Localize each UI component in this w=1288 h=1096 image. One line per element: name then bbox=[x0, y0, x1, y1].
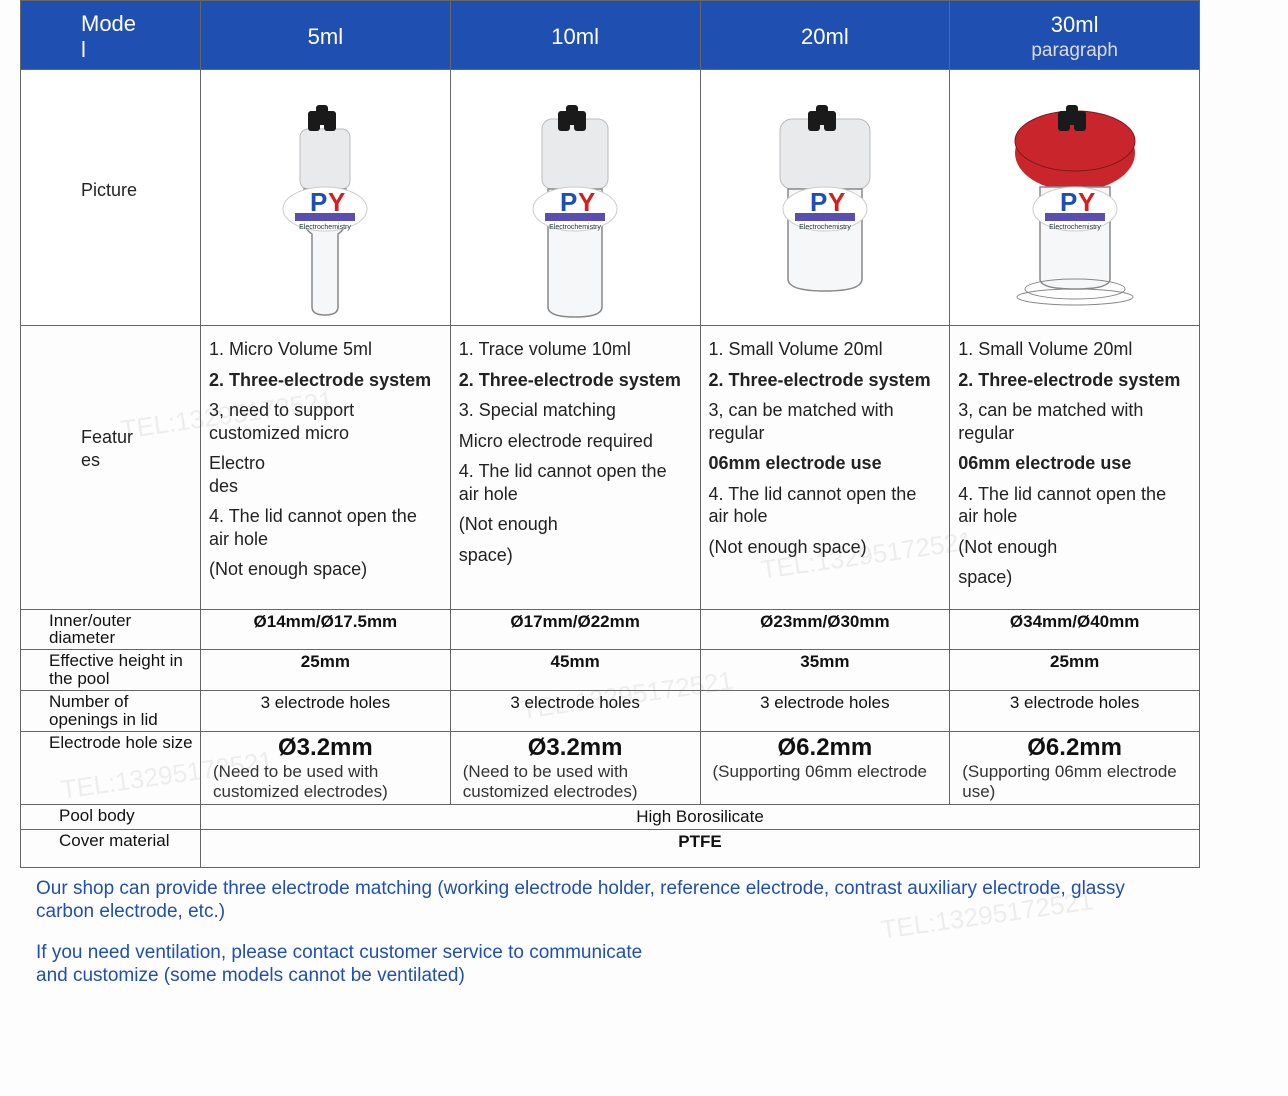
features-20ml: 1. Small Volume 20ml 2. Three-electrode s… bbox=[700, 326, 950, 610]
hole-size-10ml: Ø3.2mm (Need to be used with customized … bbox=[450, 731, 700, 804]
spec-table: Mode l 5ml 10ml 20ml 30ml paragraph Pict… bbox=[20, 0, 1200, 868]
features-10ml: 1. Trace volume 10ml 2. Three-electrode s… bbox=[450, 326, 700, 610]
cover-label: Cover material bbox=[21, 829, 201, 868]
feature-line: Electro des bbox=[209, 452, 442, 497]
eff-height-label: Effective height in the pool bbox=[21, 650, 201, 691]
header-row: Mode l 5ml 10ml 20ml 30ml paragraph bbox=[21, 1, 1200, 70]
feature-line: 2. Three-electrode system bbox=[459, 369, 692, 392]
pic-20ml: P Y Electrochemistry bbox=[700, 70, 950, 326]
header-label: Mode l bbox=[21, 1, 201, 70]
feature-line: (Not enough space) bbox=[709, 536, 942, 559]
svg-text:Y: Y bbox=[578, 187, 595, 217]
svg-text:P: P bbox=[310, 187, 327, 217]
hole-size-30ml: Ø6.2mm (Supporting 06mm electrode use) bbox=[950, 731, 1200, 804]
feature-line: 3, can be matched with regular bbox=[958, 399, 1191, 444]
eff-height-5ml: 25mm bbox=[201, 650, 451, 691]
feature-line: 3, need to support customized micro bbox=[209, 399, 442, 444]
feature-line: 1. Trace volume 10ml bbox=[459, 338, 692, 361]
openings-row: Number of openings in lid 3 electrode ho… bbox=[21, 690, 1200, 731]
svg-text:P: P bbox=[560, 187, 577, 217]
hole-size-label: Electrode hole size bbox=[21, 731, 201, 804]
svg-text:Y: Y bbox=[328, 187, 345, 217]
pool-body-value: High Borosilicate bbox=[201, 804, 1200, 829]
svg-text:P: P bbox=[810, 187, 827, 217]
openings-20ml: 3 electrode holes bbox=[700, 690, 950, 731]
hole-size-row: Electrode hole size Ø3.2mm (Need to be u… bbox=[21, 731, 1200, 804]
pool-body-row: Pool body High Borosilicate bbox=[21, 804, 1200, 829]
features-row: Featur es 1. Micro Volume 5ml 2. Three-el… bbox=[21, 326, 1200, 610]
note-line-2: If you need ventilation, please contact … bbox=[36, 942, 676, 988]
hole-size-5ml: Ø3.2mm (Need to be used with customized … bbox=[201, 731, 451, 804]
svg-text:Electrochemistry: Electrochemistry bbox=[549, 224, 601, 231]
inner-outer-30ml: Ø34mm/Ø40mm bbox=[950, 609, 1200, 650]
feature-line: 4. The lid cannot open the air hole bbox=[459, 460, 692, 505]
feature-line: Micro electrode required bbox=[459, 430, 692, 453]
note-line-1: Our shop can provide three electrode mat… bbox=[36, 878, 1186, 924]
cover-value: PTFE bbox=[201, 829, 1200, 868]
eff-height-20ml: 35mm bbox=[700, 650, 950, 691]
pic-10ml: P Y Electrochemistry bbox=[450, 70, 700, 326]
picture-row: Picture P Y Electrochemistry bbox=[21, 70, 1200, 326]
eff-height-30ml: 25mm bbox=[950, 650, 1200, 691]
features-30ml: 1. Small Volume 20ml 2. Three-electrode s… bbox=[950, 326, 1200, 610]
pic-30ml: P Y Electrochemistry bbox=[950, 70, 1200, 326]
feature-line: (Not enough bbox=[459, 513, 692, 536]
header-10ml: 10ml bbox=[450, 1, 700, 70]
pic-5ml: P Y Electrochemistry bbox=[201, 70, 451, 326]
feature-line: 06mm electrode use bbox=[958, 452, 1191, 475]
inner-outer-10ml: Ø17mm/Ø22mm bbox=[450, 609, 700, 650]
svg-text:Electrochemistry: Electrochemistry bbox=[1049, 224, 1101, 231]
feature-line: 2. Three-electrode system bbox=[958, 369, 1191, 392]
feature-line: (Not enough space) bbox=[209, 558, 442, 581]
openings-5ml: 3 electrode holes bbox=[201, 690, 451, 731]
inner-outer-row: Inner/outer diameter Ø14mm/Ø17.5mm Ø17mm… bbox=[21, 609, 1200, 650]
cover-row: Cover material PTFE bbox=[21, 829, 1200, 868]
feature-line: (Not enough bbox=[958, 536, 1191, 559]
hole-size-20ml: Ø6.2mm (Supporting 06mm electrode bbox=[700, 731, 950, 804]
feature-line: 06mm electrode use bbox=[709, 452, 942, 475]
eff-height-10ml: 45mm bbox=[450, 650, 700, 691]
feature-line: 2. Three-electrode system bbox=[709, 369, 942, 392]
svg-text:Electrochemistry: Electrochemistry bbox=[300, 224, 352, 231]
feature-line: 1. Small Volume 20ml bbox=[709, 338, 942, 361]
inner-outer-5ml: Ø14mm/Ø17.5mm bbox=[201, 609, 451, 650]
header-5ml: 5ml bbox=[201, 1, 451, 70]
feature-line: 2. Three-electrode system bbox=[209, 369, 442, 392]
pool-body-label: Pool body bbox=[21, 804, 201, 829]
feature-line: 3. Special matching bbox=[459, 399, 692, 422]
feature-line: 3, can be matched with regular bbox=[709, 399, 942, 444]
eff-height-row: Effective height in the pool 25mm 45mm 3… bbox=[21, 650, 1200, 691]
svg-text:Electrochemistry: Electrochemistry bbox=[799, 224, 851, 231]
features-label: Featur es bbox=[21, 326, 201, 610]
feature-line: 4. The lid cannot open the air hole bbox=[958, 483, 1191, 528]
features-5ml: 1. Micro Volume 5ml 2. Three-electrode sy… bbox=[201, 326, 451, 610]
feature-line: 1. Small Volume 20ml bbox=[958, 338, 1191, 361]
header-20ml: 20ml bbox=[700, 1, 950, 70]
feature-line: space) bbox=[459, 544, 692, 567]
feature-line: 4. The lid cannot open the air hole bbox=[209, 505, 442, 550]
svg-text:Y: Y bbox=[1078, 187, 1095, 217]
inner-outer-20ml: Ø23mm/Ø30mm bbox=[700, 609, 950, 650]
openings-30ml: 3 electrode holes bbox=[950, 690, 1200, 731]
feature-line: space) bbox=[958, 566, 1191, 589]
feature-line: 1. Micro Volume 5ml bbox=[209, 338, 442, 361]
svg-text:P: P bbox=[1060, 187, 1077, 217]
feature-line: 4. The lid cannot open the air hole bbox=[709, 483, 942, 528]
openings-label: Number of openings in lid bbox=[21, 690, 201, 731]
header-30ml: 30ml paragraph bbox=[950, 1, 1200, 70]
inner-outer-label: Inner/outer diameter bbox=[21, 609, 201, 650]
picture-label: Picture bbox=[21, 70, 201, 326]
svg-text:Y: Y bbox=[828, 187, 845, 217]
notes: Our shop can provide three electrode mat… bbox=[20, 868, 1200, 1045]
openings-10ml: 3 electrode holes bbox=[450, 690, 700, 731]
